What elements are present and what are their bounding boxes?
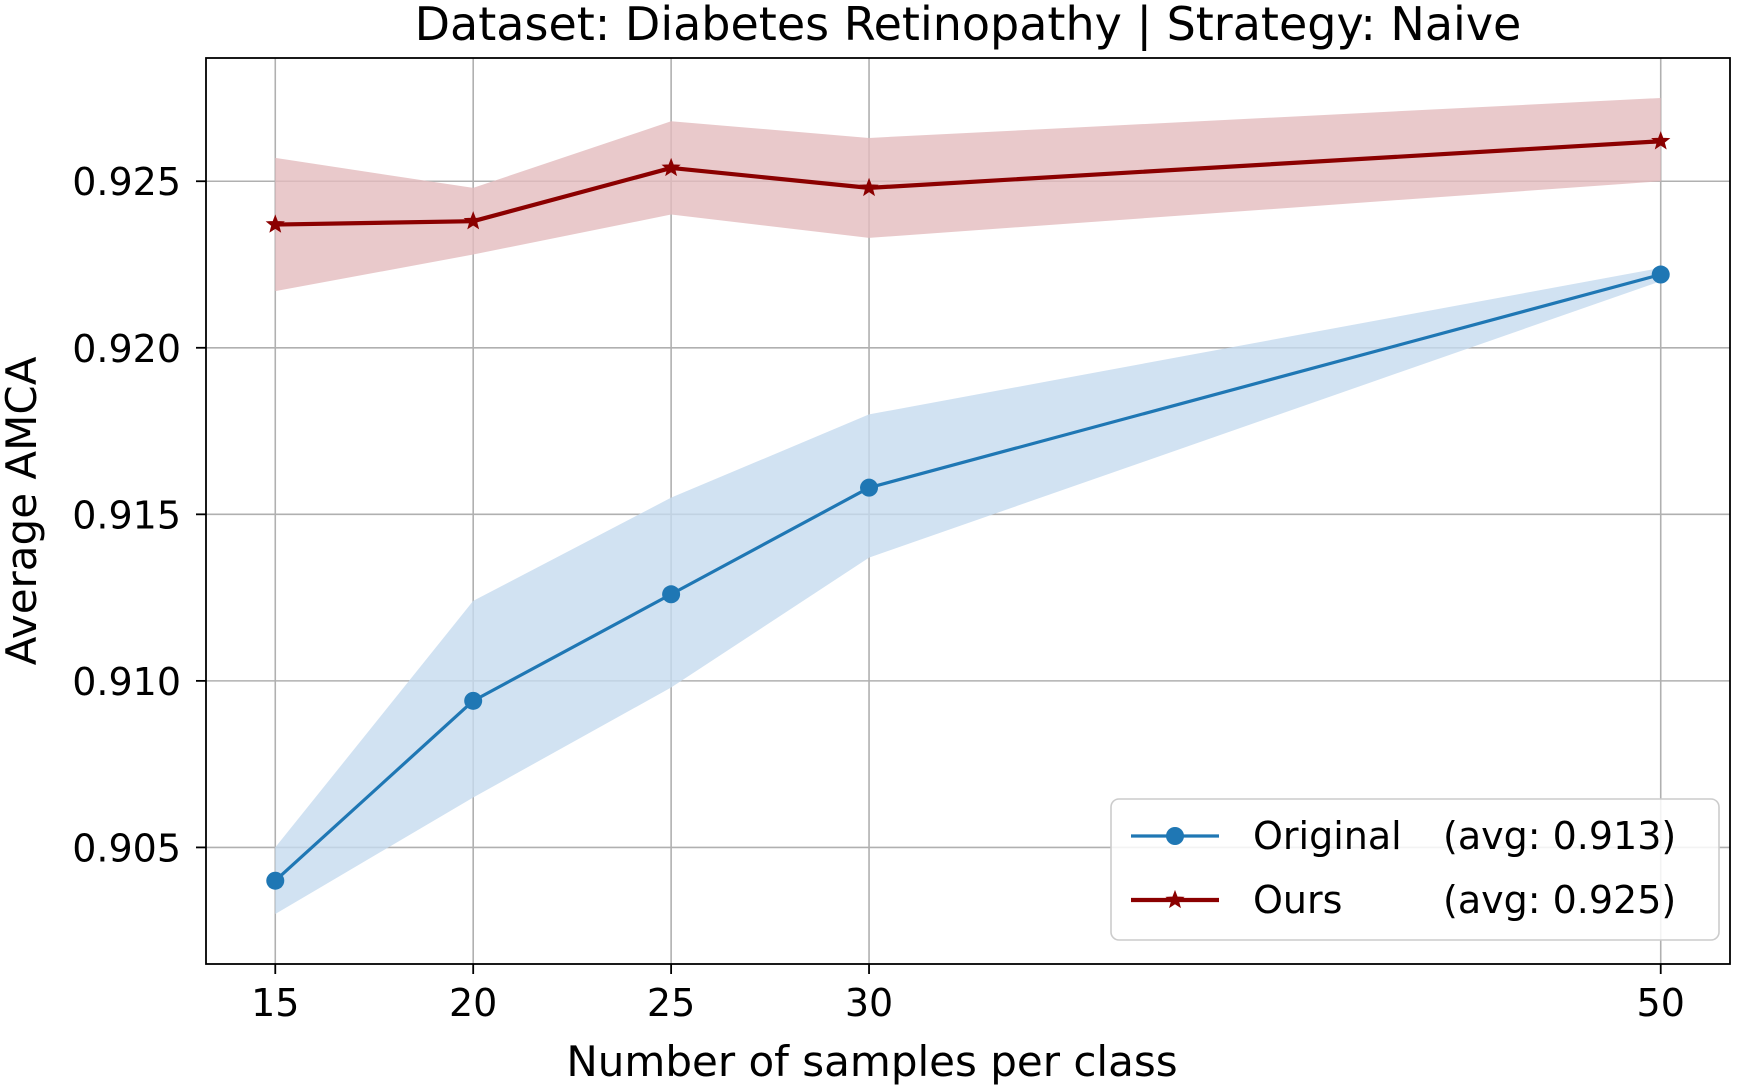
y-tick-label: 0.925 [72, 160, 181, 204]
point-ours [661, 157, 681, 177]
point-original [1651, 265, 1670, 284]
x-tick-label: 30 [845, 981, 893, 1025]
axis-ticks: 15 20 25 30 50 0.905 0.910 0.915 0.920 0.925 [72, 160, 1685, 1025]
band-original [275, 267, 1661, 915]
legend-marker-original [1166, 827, 1184, 845]
point-original [266, 871, 285, 890]
x-tick-label: 15 [251, 981, 299, 1025]
y-tick-label: 0.905 [72, 826, 181, 870]
x-tick-label: 20 [449, 981, 497, 1025]
legend-label-ours: Ours [1253, 878, 1342, 922]
y-tick-label: 0.920 [72, 327, 181, 371]
x-axis-label: Number of samples per class [566, 1037, 1177, 1086]
legend-avg-original: (avg: 0.913) [1443, 814, 1676, 858]
point-ours [265, 214, 285, 233]
y-tick-label: 0.910 [72, 660, 181, 704]
legend-label-original: Original [1253, 814, 1402, 858]
point-ours [1651, 131, 1671, 150]
y-axis-label: Average AMCA [0, 356, 46, 665]
legend: Original (avg: 0.913) Ours (avg: 0.925) [1110, 798, 1720, 941]
point-original [662, 585, 681, 604]
confidence-bands [275, 97, 1661, 915]
band-ours [275, 97, 1661, 292]
point-original [464, 691, 483, 710]
chart-title: Dataset: Diabetes Retinopathy | Strategy… [415, 0, 1522, 52]
legend-swatches [1131, 827, 1219, 909]
x-tick-label: 50 [1637, 981, 1685, 1025]
legend-avg-ours: (avg: 0.925) [1443, 878, 1676, 922]
point-ours [463, 211, 483, 230]
legend-marker-ours [1165, 889, 1185, 909]
point-ours [859, 177, 879, 197]
x-tick-label: 25 [647, 981, 695, 1025]
y-tick-label: 0.915 [72, 493, 181, 537]
plot-frame [205, 57, 1731, 965]
series-markers [265, 131, 1671, 890]
point-original [860, 478, 879, 497]
legend-box [1110, 798, 1720, 941]
